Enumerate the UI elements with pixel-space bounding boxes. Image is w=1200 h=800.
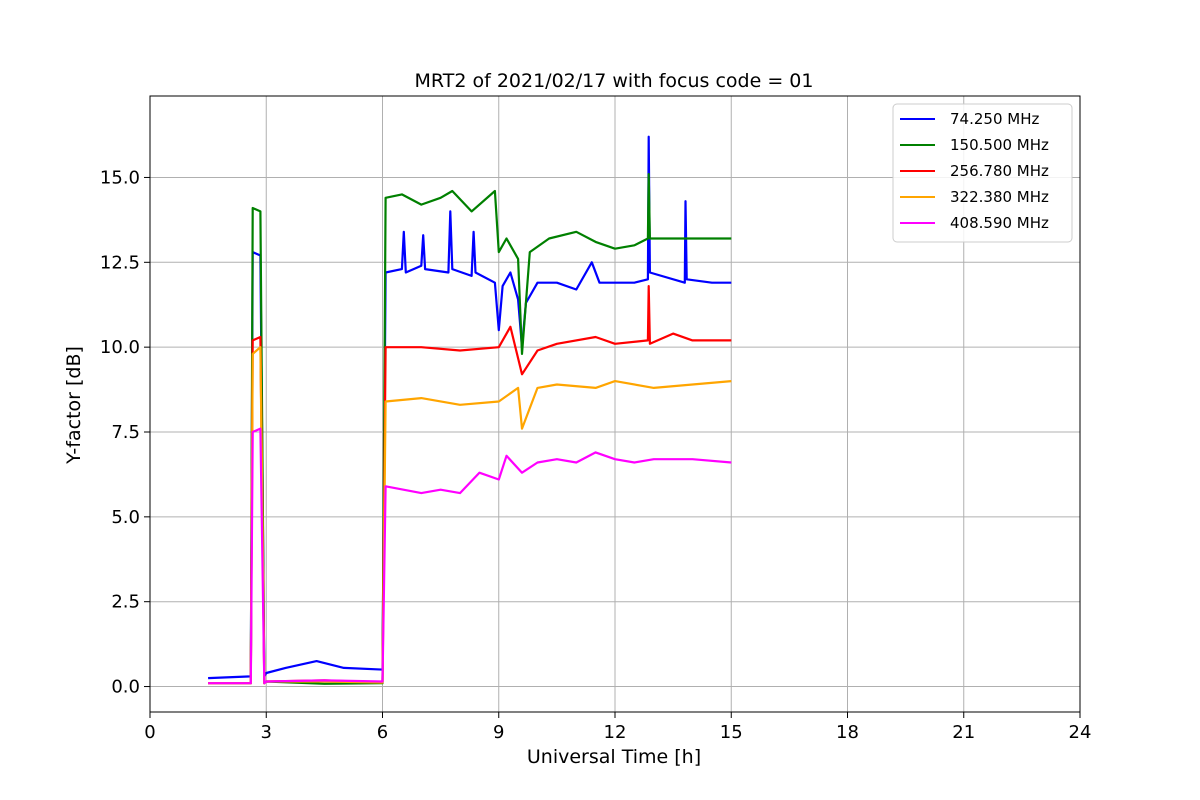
plot-area bbox=[208, 135, 732, 685]
x-tick-label: 12 bbox=[604, 722, 627, 743]
y-tick-label: 0.0 bbox=[111, 677, 140, 698]
legend-label: 150.500 MHz bbox=[950, 136, 1049, 154]
legend-label: 74.250 MHz bbox=[950, 110, 1039, 128]
axis-ticks: 0 3 6 9 12 15 18 21 24 0.0 2.5 5.0 7.5 10.0 12.5 15.0 bbox=[100, 167, 1092, 743]
series-line-5 bbox=[208, 427, 732, 685]
legend-label: 256.780 MHz bbox=[950, 162, 1049, 180]
y-tick-label: 12.5 bbox=[100, 252, 140, 273]
y-tick-label: 7.5 bbox=[111, 422, 140, 443]
legend: 74.250 MHz 150.500 MHz 256.780 MHz 322.380 … bbox=[892, 103, 1073, 243]
y-tick-label: 5.0 bbox=[111, 507, 140, 528]
x-tick-label: 21 bbox=[952, 722, 975, 743]
chart-title: MRT2 of 2021/02/17 with focus code = 01 bbox=[415, 70, 814, 92]
x-axis-label: Universal Time [h] bbox=[527, 746, 701, 768]
x-tick-label: 6 bbox=[377, 722, 388, 743]
x-tick-label: 9 bbox=[493, 722, 504, 743]
y-axis-label: Y-factor [dB] bbox=[63, 346, 85, 465]
legend-label: 322.380 MHz bbox=[950, 188, 1049, 206]
series-line-1 bbox=[208, 135, 732, 680]
y-tick-label: 10.0 bbox=[100, 337, 140, 358]
y-tick-label: 2.5 bbox=[111, 592, 140, 613]
x-tick-label: 15 bbox=[720, 722, 743, 743]
x-tick-label: 24 bbox=[1069, 722, 1092, 743]
x-tick-label: 18 bbox=[836, 722, 859, 743]
legend-box bbox=[892, 103, 1073, 243]
x-tick-label: 3 bbox=[261, 722, 272, 743]
y-tick-label: 15.0 bbox=[100, 167, 140, 188]
x-tick-label: 0 bbox=[144, 722, 155, 743]
legend-label: 408.590 MHz bbox=[950, 214, 1049, 232]
